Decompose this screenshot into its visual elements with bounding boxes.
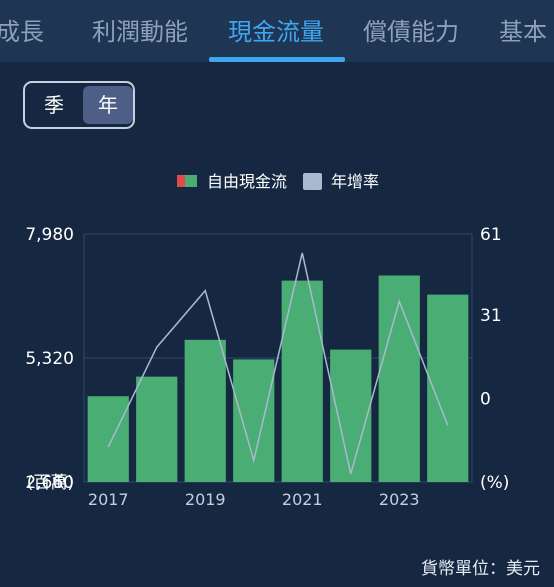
left-tick-label: 2,660 [25, 473, 74, 493]
legend-label-fcf: 自由現金流 [207, 172, 287, 191]
bar[interactable] [136, 376, 178, 482]
right-tick-label: 0 [480, 389, 491, 409]
tab-solvency[interactable]: 償債能力 [363, 18, 459, 46]
x-tick-label: 2023 [379, 490, 420, 509]
bar[interactable] [281, 280, 323, 482]
tab-growth[interactable]: 成長 [0, 18, 44, 46]
legend-swatch-growth [303, 173, 322, 190]
x-tick-label: 2021 [282, 490, 323, 509]
right-tick-label: 61 [480, 225, 502, 245]
bar[interactable] [378, 275, 420, 482]
bar[interactable] [87, 396, 129, 482]
bar[interactable] [233, 359, 275, 482]
legend-label-growth: 年增率 [331, 172, 379, 191]
tab-bar: 成長 利潤動能 現金流量 償債能力 基本 [0, 0, 554, 62]
tab-cash-flow[interactable]: 現金流量 [228, 18, 324, 46]
right-axis-unit: (%) [480, 473, 509, 493]
legend: 自由現金流 年增率 [177, 172, 379, 191]
currency-note: 貨幣單位：美元 [421, 559, 540, 579]
bar-series [87, 275, 469, 482]
growth-line [107, 252, 449, 475]
axes: 2,660 5,320 7,980 0 31 61 (百萬) (%) 2017 2019 2021 2… [25, 225, 509, 509]
growth-line-series [107, 252, 449, 475]
quarter-toggle-button[interactable]: 季 [44, 93, 64, 117]
left-axis-unit: (百萬) [27, 473, 74, 493]
active-tab-indicator [209, 57, 345, 62]
year-toggle-button[interactable]: 年 [83, 86, 133, 124]
left-tick-label: 7,980 [25, 225, 74, 245]
legend-swatch-fcf [185, 175, 197, 187]
legend-swatch-red [177, 175, 185, 187]
tab-profit-momentum[interactable]: 利潤動能 [92, 18, 188, 46]
x-tick-label: 2017 [88, 490, 129, 509]
tab-fundamentals[interactable]: 基本 [499, 18, 547, 46]
left-tick-label: 5,320 [25, 349, 74, 369]
period-toggle: 季 年 [23, 81, 135, 129]
x-tick-label: 2019 [185, 490, 226, 509]
right-tick-label: 31 [480, 306, 502, 326]
bar[interactable] [184, 339, 226, 482]
bar[interactable] [330, 349, 372, 482]
